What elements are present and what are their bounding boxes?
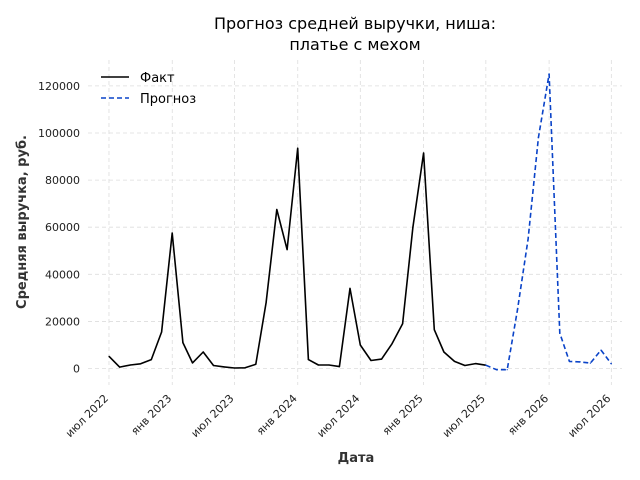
data-point: [171, 232, 173, 234]
legend-label-forecast: Прогноз: [140, 92, 196, 107]
data-point: [328, 364, 330, 366]
chart-title-line-1: Прогноз средней выручки, ниша:: [214, 14, 496, 33]
data-point: [108, 355, 110, 357]
data-point: [381, 358, 383, 360]
data-point: [464, 364, 466, 367]
data-point: [317, 364, 319, 366]
series-line-forecast: [485, 73, 612, 371]
x-axis-label: Дата: [338, 451, 375, 466]
x-tick-label: июл 2023: [189, 392, 237, 440]
data-point: [402, 323, 404, 325]
data-point: [516, 309, 519, 311]
data-point: [433, 329, 435, 331]
data-point: [495, 369, 498, 371]
data-point: [610, 363, 612, 365]
x-tick-label: янв 2024: [254, 392, 300, 438]
data-point: [119, 366, 121, 368]
data-point: [600, 349, 602, 351]
data-point: [559, 332, 561, 334]
data-point: [191, 362, 194, 364]
y-tick-label: 120000: [38, 80, 80, 93]
y-axis-label: Средняя выручка, руб.: [15, 135, 30, 309]
y-tick-label: 20000: [45, 315, 80, 328]
chart-title-line-2: платье с мехом: [289, 35, 420, 54]
grid: [88, 60, 622, 385]
data-point: [370, 359, 372, 362]
y-tick-label: 40000: [45, 268, 80, 281]
data-point: [233, 367, 236, 369]
data-point: [474, 363, 477, 365]
data-point: [527, 238, 529, 240]
data-point: [548, 73, 550, 75]
data-point: [391, 343, 393, 345]
y-tick-label: 100000: [38, 127, 80, 140]
data-point: [255, 363, 257, 365]
data-point: [212, 364, 215, 367]
data-point: [244, 367, 246, 369]
x-tick-label: июл 2026: [565, 392, 613, 440]
y-tick-label: 0: [73, 363, 80, 376]
data-point: [453, 360, 456, 362]
data-point: [537, 137, 540, 139]
data-point: [579, 361, 581, 363]
data-point: [202, 351, 204, 353]
data-point: [485, 364, 487, 366]
x-tick-label: янв 2025: [380, 392, 426, 438]
y-tick-labels: 0 20000 40000 60000 80000 100000 120000: [38, 80, 80, 376]
data-point: [338, 366, 340, 368]
data-point: [506, 369, 508, 371]
data-point: [161, 331, 163, 333]
x-tick-label: янв 2026: [505, 392, 551, 438]
legend: Факт Прогноз: [101, 71, 196, 107]
data-point: [276, 208, 278, 211]
data-point: [297, 147, 299, 149]
data-point: [443, 351, 445, 353]
data-point: [349, 287, 351, 289]
data-point: [359, 344, 361, 346]
data-point: [129, 364, 131, 366]
y-tick-label: 80000: [45, 174, 80, 187]
data-point: [150, 359, 152, 361]
x-tick-label: янв 2023: [129, 392, 175, 438]
x-tick-labels: июл 2022 янв 2023 июл 2023 янв 2024 июл 2024…: [63, 392, 613, 440]
legend-label-fact: Факт: [140, 71, 175, 86]
data-point: [412, 226, 414, 228]
x-tick-label: июл 2022: [63, 392, 111, 440]
data-point: [286, 249, 288, 251]
data-point: [223, 366, 225, 368]
data-point: [589, 362, 592, 364]
data-point: [307, 359, 309, 361]
data-point: [182, 342, 184, 344]
data-point: [568, 360, 571, 362]
x-tick-label: июл 2025: [440, 392, 488, 440]
data-point: [140, 363, 142, 365]
data-point: [423, 152, 425, 154]
data-point: [265, 302, 267, 304]
x-tick-label: июл 2024: [314, 392, 362, 440]
series-lines: [108, 73, 612, 371]
y-tick-label: 60000: [45, 221, 80, 234]
